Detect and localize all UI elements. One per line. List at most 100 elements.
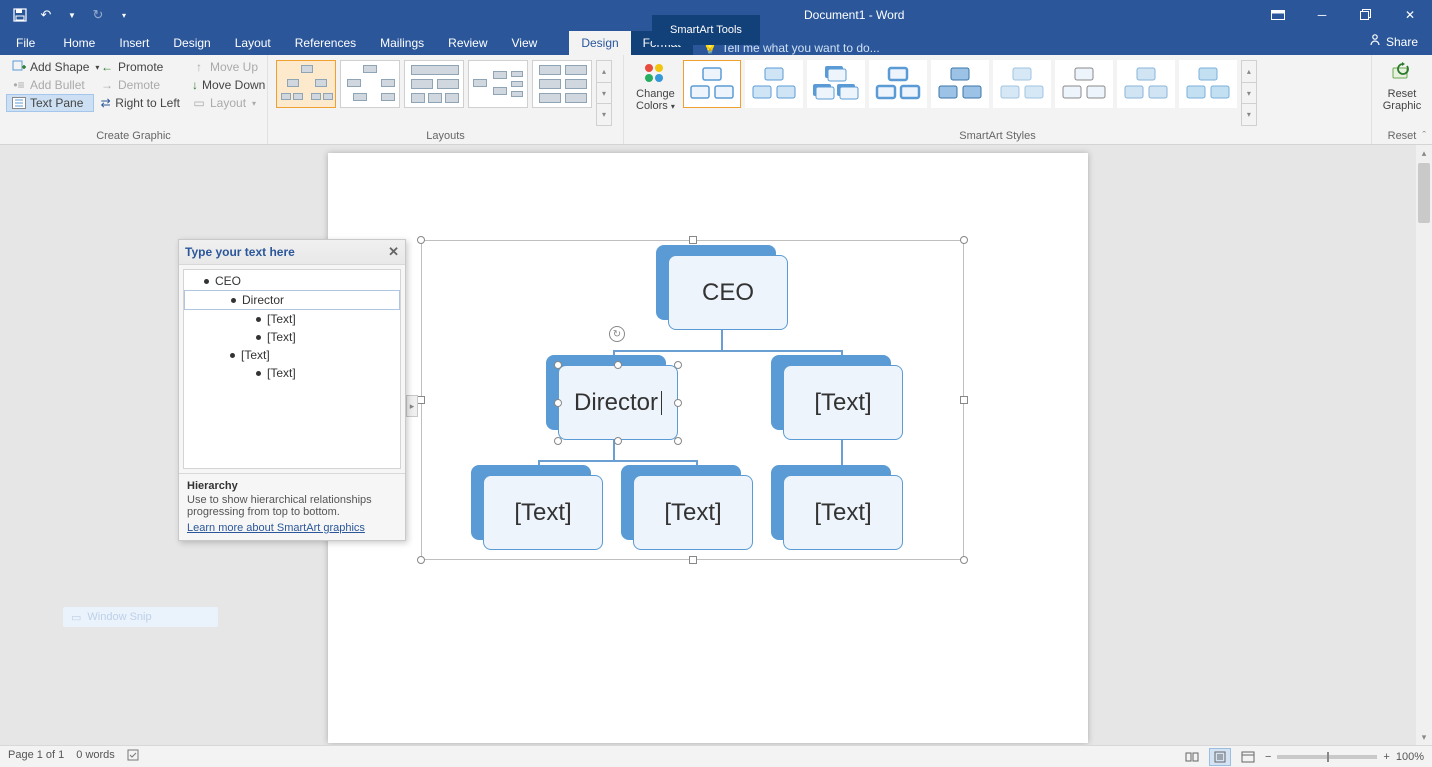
text-pane-header[interactable]: Type your text here ✕ [179, 240, 405, 265]
selection-handle[interactable] [554, 437, 562, 445]
group-layouts: ▴ ▾ ▾ Layouts [268, 55, 624, 144]
scroll-down-icon[interactable]: ▾ [1416, 729, 1432, 745]
smartart-node-ceo[interactable]: CEO [656, 245, 791, 330]
style-thumb-5[interactable] [931, 60, 989, 108]
style-thumb-2[interactable] [745, 60, 803, 108]
restore-icon[interactable] [1344, 0, 1388, 30]
selection-handle[interactable] [960, 556, 968, 564]
style-thumb-8[interactable] [1117, 60, 1175, 108]
selection-handle[interactable] [417, 396, 425, 404]
smartart-node-child-2[interactable]: [Text] [621, 465, 756, 550]
selection-handle[interactable] [417, 236, 425, 244]
text-pane-toggle[interactable]: ▸ [406, 395, 418, 417]
status-words[interactable]: 0 words [76, 749, 115, 764]
selection-handle[interactable] [554, 399, 562, 407]
text-pane-item[interactable]: [Text] [184, 310, 400, 328]
vertical-scrollbar[interactable]: ▴ ▾ [1416, 145, 1432, 745]
text-pane-item[interactable]: CEO [184, 272, 400, 290]
reset-graphic-button[interactable]: ResetGraphic [1375, 58, 1430, 128]
read-mode-icon[interactable] [1181, 748, 1203, 766]
gallery-more-icon[interactable]: ▾ [1242, 104, 1256, 125]
tab-home[interactable]: Home [51, 31, 107, 55]
zoom-in-button[interactable]: + [1383, 751, 1389, 763]
selection-handle[interactable] [960, 236, 968, 244]
gallery-scroll-down-icon[interactable]: ▾ [597, 83, 611, 105]
undo-icon[interactable]: ↶ [36, 5, 56, 25]
selection-handle[interactable] [417, 556, 425, 564]
close-icon[interactable]: ✕ [388, 244, 399, 260]
undo-dropdown-icon[interactable]: ▼ [62, 5, 82, 25]
spellcheck-icon[interactable] [127, 749, 141, 764]
print-layout-icon[interactable] [1209, 748, 1231, 766]
text-pane-list[interactable]: CEODirector[Text][Text][Text][Text] [183, 269, 401, 469]
smartart-node-child-3[interactable]: [Text] [771, 465, 906, 550]
selection-handle[interactable] [674, 437, 682, 445]
zoom-slider-thumb[interactable] [1327, 752, 1329, 762]
text-pane-learn-more-link[interactable]: Learn more about SmartArt graphics [187, 522, 365, 534]
tab-mailings[interactable]: Mailings [368, 31, 436, 55]
tab-design[interactable]: Design [161, 31, 222, 55]
move-down-button[interactable]: ↓Move Down [186, 76, 270, 94]
selection-handle[interactable] [960, 396, 968, 404]
minimize-icon[interactable]: ─ [1300, 0, 1344, 30]
selection-handle[interactable] [554, 361, 562, 369]
save-icon[interactable] [10, 5, 30, 25]
selection-handle[interactable] [689, 236, 697, 244]
style-thumb-7[interactable] [1055, 60, 1113, 108]
share-button[interactable]: Share [1354, 28, 1432, 55]
qat-customize-icon[interactable]: ▾ [114, 5, 134, 25]
layout-thumb-2[interactable] [340, 60, 400, 108]
right-to-left-button[interactable]: ⇄Right to Left [94, 94, 186, 112]
rotation-handle[interactable]: ↻ [609, 326, 625, 342]
style-thumb-3[interactable] [807, 60, 865, 108]
smartart-node-child-1[interactable]: [Text] [471, 465, 606, 550]
tab-file[interactable]: File [0, 31, 51, 55]
selection-handle[interactable] [614, 361, 622, 369]
smartart-container[interactable]: CEO Director ↻ [Text] [Text] [421, 240, 964, 560]
scroll-up-icon[interactable]: ▴ [1416, 145, 1432, 161]
tell-me-search[interactable]: 💡 Tell me what you want to do... [693, 41, 1354, 55]
smartart-node-director[interactable]: Director [546, 355, 686, 443]
gallery-scroll-up-icon[interactable]: ▴ [1242, 61, 1256, 83]
tab-layout[interactable]: Layout [223, 31, 283, 55]
gallery-scroll-up-icon[interactable]: ▴ [597, 61, 611, 83]
style-thumb-6[interactable] [993, 60, 1051, 108]
selection-handle[interactable] [674, 361, 682, 369]
change-colors-button[interactable]: ChangeColors ▾ [630, 58, 681, 128]
tab-references[interactable]: References [283, 31, 368, 55]
redo-icon[interactable]: ↻ [88, 5, 108, 25]
layout-thumb-1[interactable] [276, 60, 336, 108]
tab-smartart-design[interactable]: Design [569, 31, 630, 55]
status-page[interactable]: Page 1 of 1 [8, 749, 64, 764]
collapse-ribbon-icon[interactable]: ˆ [1422, 130, 1426, 142]
zoom-out-button[interactable]: − [1265, 751, 1271, 763]
text-pane-item[interactable]: [Text] [184, 364, 400, 382]
text-pane-item[interactable]: [Text] [184, 346, 400, 364]
selection-handle[interactable] [689, 556, 697, 564]
gallery-more-icon[interactable]: ▾ [597, 104, 611, 125]
web-layout-icon[interactable] [1237, 748, 1259, 766]
style-thumb-1[interactable] [683, 60, 741, 108]
style-thumb-9[interactable] [1179, 60, 1237, 108]
tab-insert[interactable]: Insert [107, 31, 161, 55]
text-pane-button[interactable]: Text Pane [6, 94, 94, 112]
close-icon[interactable]: ✕ [1388, 0, 1432, 30]
add-shape-button[interactable]: Add Shape▾ [6, 58, 94, 76]
scroll-thumb[interactable] [1418, 163, 1430, 223]
tab-view[interactable]: View [500, 31, 550, 55]
selection-handle[interactable] [614, 437, 622, 445]
zoom-percent[interactable]: 100% [1396, 751, 1424, 763]
promote-button[interactable]: ←Promote [94, 58, 186, 76]
text-pane-item[interactable]: [Text] [184, 328, 400, 346]
layout-thumb-3[interactable] [404, 60, 464, 108]
text-pane-item[interactable]: Director [184, 290, 400, 310]
zoom-slider[interactable] [1277, 755, 1377, 759]
layout-thumb-5[interactable] [532, 60, 592, 108]
ribbon-display-options-icon[interactable] [1256, 0, 1300, 30]
selection-handle[interactable] [674, 399, 682, 407]
smartart-node-text-right[interactable]: [Text] [771, 355, 906, 440]
gallery-scroll-down-icon[interactable]: ▾ [1242, 83, 1256, 105]
tab-review[interactable]: Review [436, 31, 499, 55]
style-thumb-4[interactable] [869, 60, 927, 108]
layout-thumb-4[interactable] [468, 60, 528, 108]
